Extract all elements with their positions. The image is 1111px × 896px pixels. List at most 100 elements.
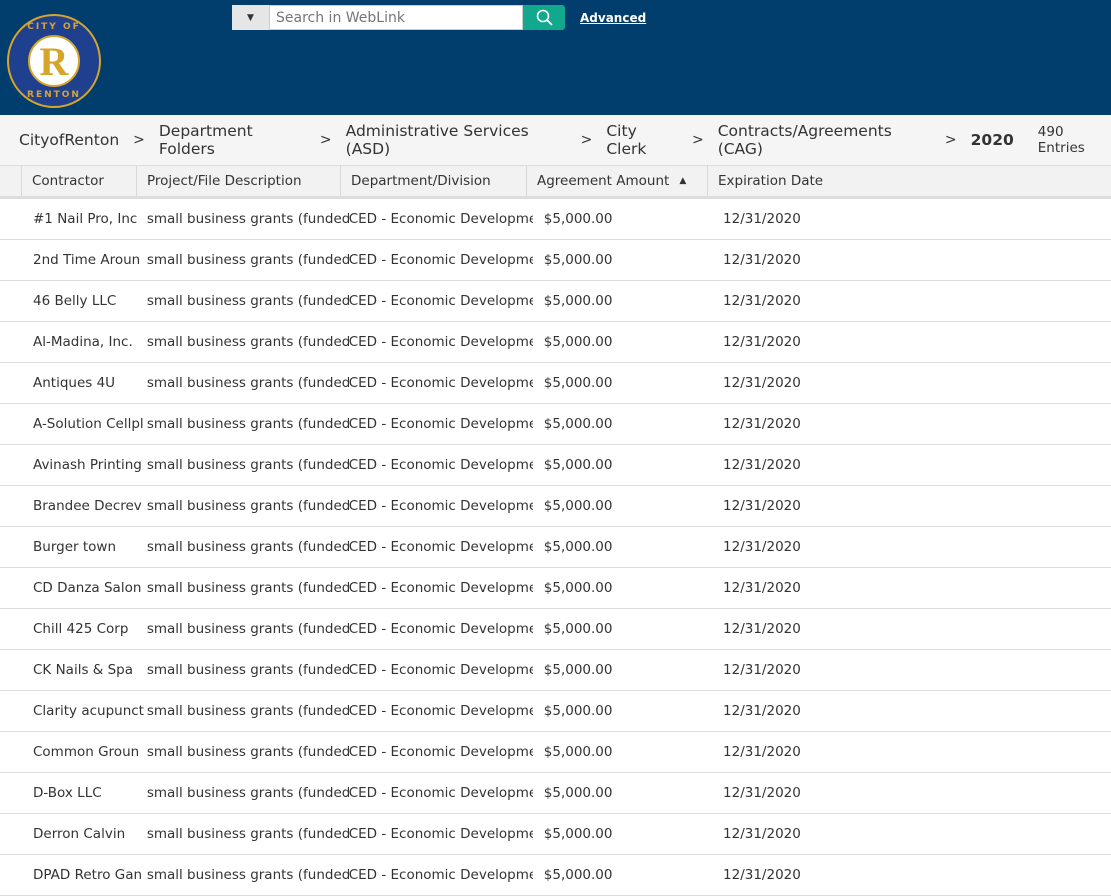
table-row[interactable]: Avinash Printing small business grants (f…: [0, 445, 1111, 486]
breadcrumb-cityofrenton[interactable]: CityofRenton: [19, 131, 120, 149]
contractor-cell: Avinash Printing: [33, 457, 142, 473]
department-cell: CED - Economic Developme: [348, 826, 533, 842]
contractor-cell: Common Groun: [33, 744, 140, 760]
column-header-department[interactable]: Department/Division: [341, 166, 527, 196]
contractor-cell: DPAD Retro Gan: [33, 867, 143, 883]
department-cell: CED - Economic Developme: [348, 785, 533, 801]
amount-cell: $5,000.00: [543, 252, 613, 268]
breadcrumb-current-2020: 2020: [970, 131, 1014, 149]
table-row[interactable]: Clarity acupunct small business grants (f…: [0, 691, 1111, 732]
expiration-cell: 12/31/2020: [723, 539, 801, 555]
contractor-cell: Antiques 4U: [33, 375, 116, 391]
column-header-expiration[interactable]: Expiration Date: [718, 173, 824, 189]
search-scope-dropdown[interactable]: ▼: [232, 5, 269, 30]
amount-cell: $5,000.00: [543, 293, 613, 309]
column-header-amount[interactable]: Agreement Amount ▲: [527, 166, 708, 196]
advanced-search-link[interactable]: Advanced: [580, 11, 647, 25]
description-cell: small business grants (funded: [146, 744, 349, 760]
amount-cell: $5,000.00: [543, 580, 613, 596]
search-button[interactable]: [523, 5, 565, 30]
contractor-cell: 2nd Time Aroun: [33, 252, 141, 268]
amount-cell: $5,000.00: [543, 621, 613, 637]
department-cell: CED - Economic Developme: [348, 539, 533, 555]
department-cell: CED - Economic Developme: [348, 293, 533, 309]
chevron-right-icon: >: [133, 132, 145, 148]
expiration-cell: 12/31/2020: [723, 580, 801, 596]
column-header-contractor[interactable]: Contractor: [22, 166, 137, 196]
description-cell: small business grants (funded: [146, 867, 349, 883]
contractor-cell: CD Danza Salon: [33, 580, 142, 596]
expiration-cell: 12/31/2020: [723, 293, 801, 309]
entries-count: 490 Entries: [1037, 124, 1085, 156]
contractor-cell: Burger town: [33, 539, 116, 555]
table-row[interactable]: CD Danza Salon small business grants (fun…: [0, 568, 1111, 609]
chevron-right-icon: >: [319, 132, 332, 148]
description-cell: small business grants (funded: [146, 375, 349, 391]
expiration-cell: 12/31/2020: [723, 457, 801, 473]
table-body: #1 Nail Pro, Inc small business grants (f…: [0, 199, 1111, 896]
breadcrumb-city-clerk[interactable]: City Clerk: [606, 122, 647, 158]
column-header-amount-label: Agreement Amount: [537, 173, 670, 189]
description-cell: small business grants (funded: [146, 539, 349, 555]
table-row[interactable]: Burger town small business grants (funded…: [0, 527, 1111, 568]
search-input[interactable]: [269, 5, 523, 30]
department-cell: CED - Economic Developme: [348, 416, 533, 432]
amount-cell: $5,000.00: [543, 457, 613, 473]
table-row[interactable]: 46 Belly LLC small business grants (funde…: [0, 281, 1111, 322]
expiration-cell: 12/31/2020: [723, 334, 801, 350]
expiration-cell: 12/31/2020: [723, 744, 801, 760]
description-cell: small business grants (funded: [146, 621, 349, 637]
chevron-right-icon: >: [691, 132, 704, 148]
breadcrumb-contracts-agreements[interactable]: Contracts/Agreements (CAG): [717, 122, 892, 158]
expiration-cell: 12/31/2020: [723, 785, 801, 801]
contractor-cell: #1 Nail Pro, Inc: [33, 211, 138, 227]
table-row[interactable]: #1 Nail Pro, Inc small business grants (f…: [0, 199, 1111, 240]
table-row[interactable]: Brandee Decrev small business grants (fun…: [0, 486, 1111, 527]
amount-cell: $5,000.00: [543, 416, 613, 432]
city-of-renton-logo[interactable]: CITY OF R RENTON: [7, 14, 101, 108]
search-bar: ▼: [232, 5, 565, 30]
table-row[interactable]: Al-Madina, Inc. small business grants (fu…: [0, 322, 1111, 363]
department-cell: CED - Economic Developme: [348, 662, 533, 678]
chevron-right-icon: >: [944, 132, 957, 148]
table-row[interactable]: A-Solution Cellpl small business grants (…: [0, 404, 1111, 445]
breadcrumb-administrative-services[interactable]: Administrative Services (ASD): [345, 122, 529, 158]
department-cell: CED - Economic Developme: [348, 703, 533, 719]
sort-ascending-icon: ▲: [679, 176, 687, 186]
description-cell: small business grants (funded: [146, 662, 349, 678]
chevron-right-icon: >: [580, 132, 593, 148]
description-cell: small business grants (funded: [146, 293, 349, 309]
table-row[interactable]: Chill 425 Corp small business grants (fun…: [0, 609, 1111, 650]
department-cell: CED - Economic Developme: [348, 580, 533, 596]
column-header-description[interactable]: Project/File Description: [137, 166, 341, 196]
expiration-cell: 12/31/2020: [723, 662, 801, 678]
amount-cell: $5,000.00: [543, 662, 613, 678]
expiration-cell: 12/31/2020: [723, 416, 801, 432]
table-row[interactable]: 2nd Time Aroun small business grants (fun…: [0, 240, 1111, 281]
department-cell: CED - Economic Developme: [348, 211, 533, 227]
amount-cell: $5,000.00: [543, 826, 613, 842]
table-row[interactable]: Antiques 4U small business grants (funded…: [0, 363, 1111, 404]
expiration-cell: 12/31/2020: [723, 498, 801, 514]
department-cell: CED - Economic Developme: [348, 867, 533, 883]
table-row[interactable]: Derron Calvin small business grants (fund…: [0, 814, 1111, 855]
select-column-header[interactable]: [0, 166, 22, 196]
contractor-cell: Al-Madina, Inc.: [33, 334, 133, 350]
site-header: CITY OF R RENTON ▼ Advanced: [0, 0, 1111, 115]
amount-cell: $5,000.00: [543, 703, 613, 719]
contractor-cell: Brandee Decrev: [33, 498, 142, 514]
table-row[interactable]: DPAD Retro Gan small business grants (fun…: [0, 855, 1111, 896]
expiration-cell: 12/31/2020: [723, 867, 801, 883]
table-row[interactable]: CK Nails & Spa small business grants (fun…: [0, 650, 1111, 691]
breadcrumb-department-folders[interactable]: Department Folders: [158, 122, 253, 158]
table-row[interactable]: Common Groun small business grants (funde…: [0, 732, 1111, 773]
breadcrumb: CityofRenton > Department Folders > Admini…: [0, 115, 1111, 166]
amount-cell: $5,000.00: [543, 785, 613, 801]
description-cell: small business grants (funded: [146, 211, 349, 227]
logo-text-top: CITY OF: [27, 22, 81, 32]
amount-cell: $5,000.00: [543, 744, 613, 760]
caret-down-icon: ▼: [247, 12, 254, 23]
description-cell: small business grants (funded: [146, 334, 349, 350]
table-row[interactable]: D-Box LLC small business grants (funded CE…: [0, 773, 1111, 814]
amount-cell: $5,000.00: [543, 211, 613, 227]
